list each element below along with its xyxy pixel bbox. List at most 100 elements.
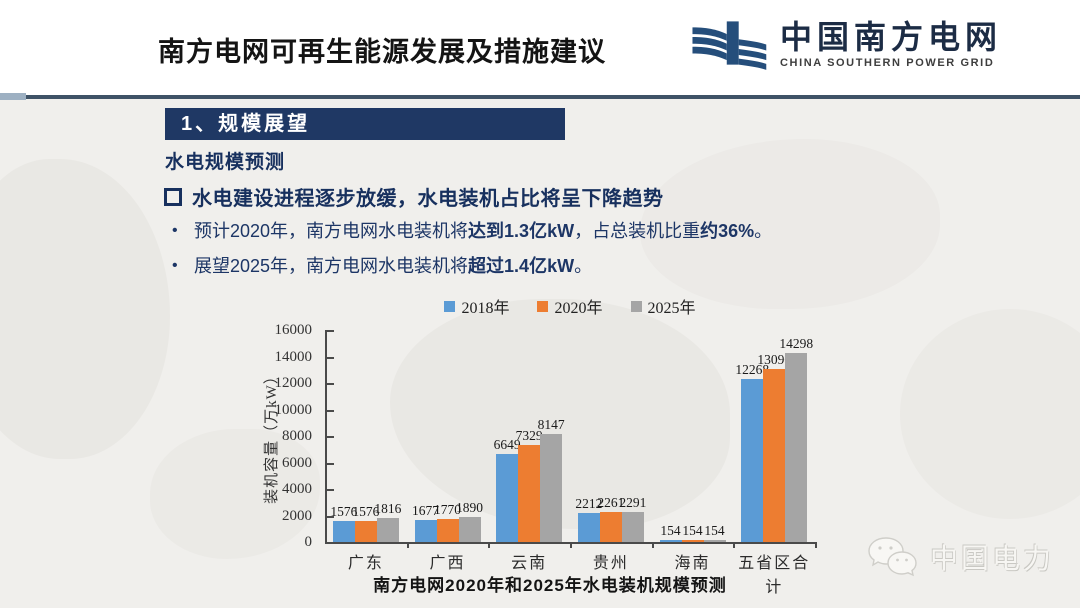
bar-group: 2212 2261 2291	[570, 330, 652, 542]
bar-value-label: 1816	[374, 500, 402, 516]
legend-item: 2020年	[537, 294, 603, 318]
slide-body-background	[0, 99, 1080, 608]
bar-value-label: 6649	[493, 436, 521, 452]
x-tick-mark	[651, 542, 654, 548]
y-tick-label: 14000	[274, 348, 313, 365]
x-tick-mark	[815, 542, 817, 548]
y-tick-mark	[327, 436, 334, 438]
bar-2018年: 154	[659, 523, 682, 542]
bar-value-label: 7329	[515, 427, 543, 443]
bar-value-label: 154	[704, 522, 725, 538]
bullet-text: 预计2020年，南方电网水电装机将达到1.3亿kW，占总装机比重约36%。	[194, 219, 772, 243]
legend-swatch-icon	[444, 300, 456, 312]
y-tick-mark	[327, 462, 334, 465]
bar-value-label: 1770	[434, 501, 461, 517]
y-tick-label: 4000	[282, 481, 312, 497]
bullet-text-segment: 。	[574, 256, 593, 276]
y-tick-label: 10000	[274, 401, 313, 418]
bullet-text: 展望2025年，南方电网水电装机将超过1.4亿kW。	[194, 254, 592, 278]
bar-value-label: 12268	[735, 362, 770, 378]
category-label: 云南	[511, 555, 548, 572]
bar-value-label: 2212	[575, 495, 603, 511]
category-label: 广东	[347, 555, 384, 572]
csg-logo-cn: 中国南方电网	[780, 19, 1003, 55]
x-tick-mark	[733, 542, 736, 548]
legend-swatch-icon	[630, 300, 642, 312]
x-tick-mark	[488, 542, 491, 548]
legend-label: 2018年	[461, 300, 510, 317]
bar-2020年: 2261	[597, 495, 624, 542]
bar-2018年: 1576	[330, 504, 357, 542]
dot-bullet-icon: •	[172, 257, 178, 274]
channel-watermark: 中国电力	[864, 532, 1054, 582]
bar-2025年: 1816	[374, 501, 401, 542]
bar-value-label: 1576	[330, 504, 358, 520]
bar-value-label: 1576	[352, 504, 380, 520]
bar-chart: 2018年 2020年 2025年 装机容量（万kW） 0 2000 4000 6000 8…	[256, 292, 876, 602]
key-point: 水电建设进程逐步放缓，水电装机占比将呈下降趋势	[164, 182, 664, 211]
bar-2020年: 1576	[352, 504, 379, 542]
legend-label: 2020年	[554, 300, 603, 317]
legend-item: 2018年	[444, 294, 509, 318]
y-tick-label: 12000	[274, 375, 313, 391]
page-title: 南方电网可再生能源发展及措施建议	[158, 37, 606, 67]
bar-value-label: 2261	[597, 495, 625, 511]
bullet-text-segment: 达到1.3亿kW	[468, 221, 575, 241]
bullet-item: • 预计2020年，南方电网水电装机将达到1.3亿kW，占总装机比重约36%。	[172, 219, 772, 243]
bar-value-label: 2291	[619, 494, 647, 510]
bar-group: 6649 7329 8147	[488, 330, 570, 542]
bar-2018年: 2212	[575, 496, 602, 542]
bar-2018年: 12268	[735, 362, 769, 542]
world-map-watermark	[900, 309, 1080, 519]
section-header: 1、规模展望	[165, 108, 565, 140]
bar-value-label: 154	[660, 522, 681, 538]
slide-subtitle: 水电规模预测	[165, 152, 286, 173]
y-tick-label: 6000	[282, 454, 312, 471]
bar-2018年: 6649	[494, 437, 521, 542]
bar-2025年: 2291	[619, 495, 646, 542]
y-tick-label: 2000	[282, 507, 312, 524]
dot-bullet-icon: •	[172, 222, 178, 239]
bar-2025年: 8147	[538, 417, 565, 542]
y-tick-mark	[327, 330, 334, 332]
bar-2020年: 154	[681, 523, 704, 542]
category-label: 贵州	[592, 555, 629, 572]
bar-group: 12268 13090 14298	[733, 330, 815, 542]
bar-2020年: 1770	[434, 502, 461, 542]
y-tick-mark	[327, 383, 334, 385]
bar-value-label: 1677	[412, 502, 439, 518]
y-tick-mark	[327, 356, 334, 359]
bullet-list: • 预计2020年，南方电网水电装机将达到1.3亿kW，占总装机比重约36%。 …	[172, 219, 772, 289]
bullet-text-segment: 超过1.4亿kW	[468, 256, 575, 276]
key-point-text: 水电建设进程逐步放缓，水电装机占比将呈下降趋势	[192, 188, 664, 210]
bar-value-label: 1890	[456, 499, 483, 515]
watermark-text: 中国电力	[929, 543, 1054, 574]
chart-legend: 2018年 2020年 2025年	[325, 294, 815, 318]
x-tick-mark	[406, 542, 409, 548]
y-tick-mark	[327, 489, 334, 491]
bullet-text-segment: ，占总装机比重	[574, 221, 701, 241]
y-tick-label: 8000	[282, 428, 312, 444]
bar-groups: 1576 1576 1816 1677 1770 1890 6649 7329 8147 2212…	[325, 330, 815, 542]
category-label: 五省区合计	[738, 555, 811, 596]
bar-2020年: 7329	[516, 428, 543, 542]
bar-2025年: 154	[703, 523, 726, 542]
bullet-text-segment: 约36%	[700, 221, 755, 241]
header-divider-cap	[0, 93, 26, 100]
legend-swatch-icon	[537, 300, 549, 312]
chart-plot	[325, 330, 817, 548]
csg-logo-icon	[692, 21, 767, 70]
square-bullet-icon	[164, 187, 182, 206]
y-axis-ticks: 0 2000 4000 6000 8000 10000 12000 14000 16000	[256, 322, 318, 550]
bar-value-label: 13090	[757, 351, 792, 367]
bar-value-label: 14298	[779, 335, 814, 351]
bar-group: 154 154 154	[652, 330, 734, 542]
y-tick-mark	[327, 515, 334, 518]
world-map-watermark	[0, 159, 170, 459]
csg-logo: 中国南方电网 CHINA SOUTHERN POWER GRID	[688, 14, 1002, 78]
bar-group: 1576 1576 1816	[325, 330, 407, 542]
bullet-text-segment: 预计2020年，南方电网水电装机将	[194, 221, 469, 241]
header-divider-line	[0, 95, 1080, 99]
csg-logo-text: 中国南方电网 CHINA SOUTHERN POWER GRID	[780, 19, 1003, 69]
bar-2025年: 14298	[779, 336, 813, 542]
